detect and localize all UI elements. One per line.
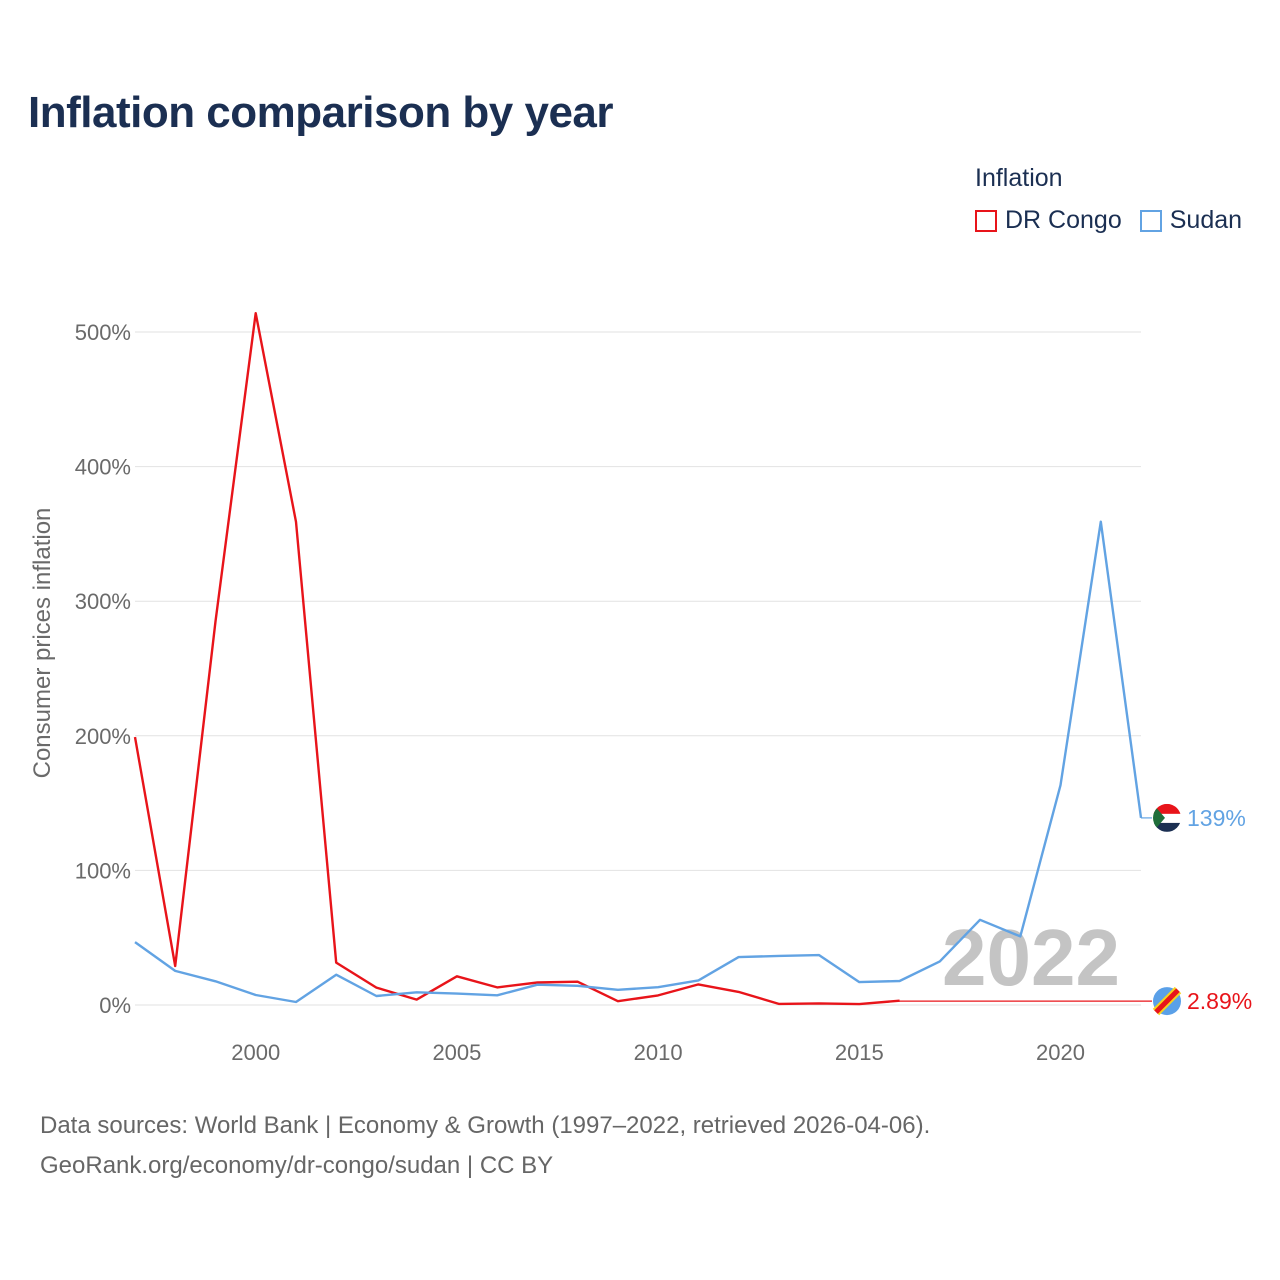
flag-dr-congo-icon (1152, 986, 1182, 1016)
flag-sudan-icon (1153, 803, 1181, 832)
legend-label-dr-congo: DR Congo (1005, 206, 1122, 234)
source-link[interactable]: GeoRank.org/economy/dr-congo/sudan | CC … (40, 1152, 554, 1179)
legend-label-sudan: Sudan (1169, 206, 1243, 234)
data-source: Data sources: World Bank | Economy & Gro… (40, 1112, 931, 1139)
legend-item-sudan[interactable]: Sudan (1139, 206, 1243, 235)
x-tick-label: 2010 (634, 1040, 683, 1065)
legend-item-dr-congo[interactable]: DR Congo (975, 206, 1122, 235)
x-tick-label: 2000 (231, 1040, 280, 1065)
footer: Data sources: World Bank | Economy & Gro… (40, 1106, 930, 1186)
y-tick-label: 500% (75, 320, 131, 345)
chart-title: Inflation comparison by year (28, 88, 614, 137)
x-tick-label: 2015 (835, 1040, 884, 1065)
series-lines (133, 312, 1143, 1006)
year-watermark: 2022 (942, 913, 1120, 1002)
y-axis-ticks: 0% 100% 200% 300% 400% 500% (75, 320, 131, 1018)
legend-swatch-dr-congo (975, 209, 997, 232)
y-axis-label: Consumer prices inflation (29, 508, 56, 779)
end-label-sudan: 139% (1187, 805, 1246, 831)
gridlines (135, 331, 1141, 1006)
y-tick-label: 400% (75, 455, 131, 480)
series-line-sudan (134, 520, 1143, 1004)
x-axis-ticks: 2000 2005 2010 2015 2020 (231, 1040, 1085, 1065)
series-line-dr-congo (133, 312, 900, 1006)
y-tick-label: 300% (75, 589, 131, 614)
legend-title: Inflation (975, 164, 1063, 192)
y-tick-label: 0% (99, 993, 131, 1018)
y-tick-label: 200% (75, 724, 131, 749)
legend-swatch-sudan (1139, 209, 1162, 232)
y-tick-label: 100% (75, 858, 131, 883)
end-label-dr-congo: 2.89% (1187, 988, 1252, 1014)
line-chart: 0%100%200%300%400%500% 2000 2005 2010 2015 2… (29, 312, 1252, 1065)
end-markers: 2.89% 139% (898, 803, 1252, 1016)
legend: DR Congo Sudan (975, 206, 1260, 235)
x-tick-label: 2020 (1036, 1040, 1085, 1065)
x-tick-label: 2005 (432, 1040, 481, 1065)
